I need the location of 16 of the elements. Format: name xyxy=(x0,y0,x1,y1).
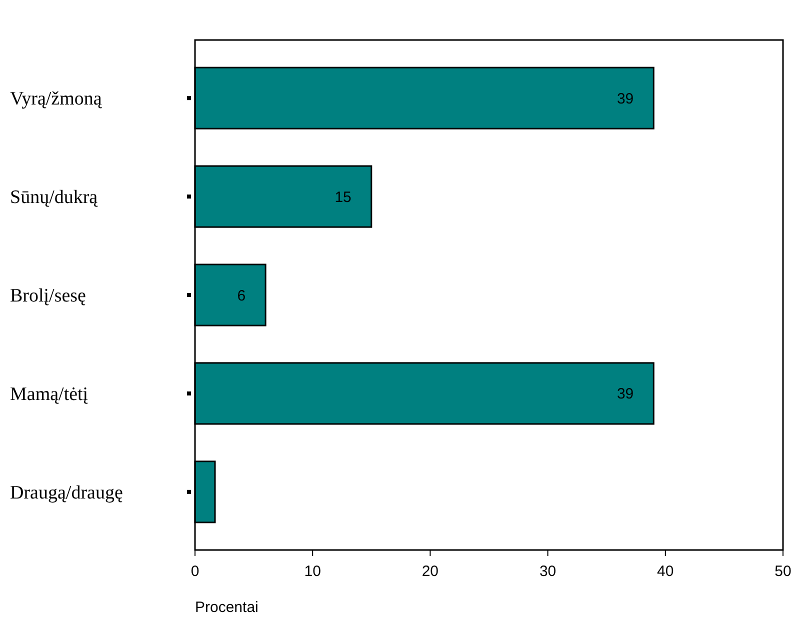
x-tick-label: 40 xyxy=(657,563,674,580)
y-tick-label: Mamą/tėtį xyxy=(10,384,88,406)
x-axis-title: Procentai xyxy=(195,599,258,616)
data-label: 6 xyxy=(237,287,246,304)
x-tick-label: 0 xyxy=(190,563,200,580)
x-tick-label: 50 xyxy=(774,563,792,580)
data-label: 15 xyxy=(334,188,352,206)
x-tick-label: 10 xyxy=(304,563,321,580)
y-tick-label: Draugą/draugę xyxy=(10,482,123,504)
x-tick-label: 20 xyxy=(422,563,439,580)
y-tick-label: Brolį/sesę xyxy=(10,286,86,307)
y-tick-label: Vyrą/žmoną xyxy=(10,88,102,110)
data-label: 39 xyxy=(616,90,634,108)
x-tick-label: 30 xyxy=(539,563,556,580)
y-tick-label: Sūnų/dukrą xyxy=(10,187,98,208)
data-label: 39 xyxy=(616,386,634,403)
